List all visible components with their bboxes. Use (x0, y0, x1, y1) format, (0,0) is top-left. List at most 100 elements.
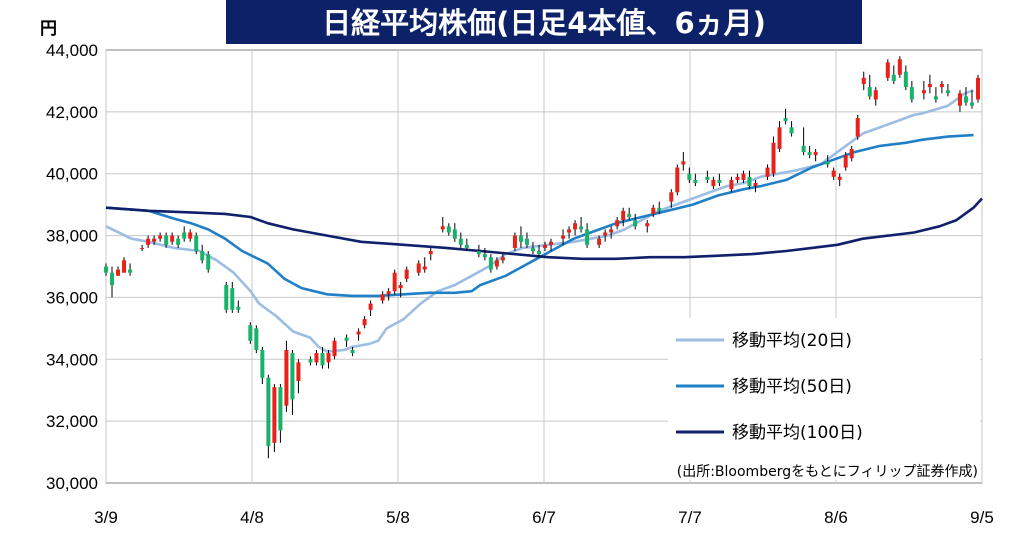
candle (597, 235, 602, 248)
candle (627, 207, 632, 221)
candle (464, 238, 469, 252)
ma-line-ma50 (105, 133, 974, 298)
candle (633, 213, 638, 230)
x-tick-label: 3/9 (94, 508, 118, 527)
candle (747, 170, 752, 190)
candle (458, 232, 463, 248)
candle (140, 244, 145, 252)
candle (350, 346, 355, 357)
candle (128, 263, 133, 276)
x-tick-label: 4/8 (240, 508, 264, 527)
candle (741, 170, 746, 183)
candle (669, 189, 674, 208)
candle (152, 235, 157, 245)
candle (849, 145, 854, 162)
x-tick-label: 8/6 (824, 508, 848, 527)
candle (561, 229, 566, 245)
candle (567, 226, 572, 239)
candle (963, 87, 968, 106)
candle (777, 121, 782, 153)
candle (921, 80, 926, 100)
candle (146, 235, 151, 248)
candle (332, 337, 337, 360)
candle (452, 223, 457, 242)
y-tick-label: 40,000 (46, 165, 98, 184)
candle (104, 263, 108, 276)
candle (368, 300, 373, 316)
candle (206, 251, 211, 273)
candle (585, 223, 590, 248)
candle (122, 257, 127, 273)
candle (536, 244, 541, 258)
candle (855, 114, 860, 140)
candle (224, 281, 229, 313)
candlesticks (104, 56, 980, 459)
candle (837, 173, 842, 187)
candle (645, 220, 650, 233)
candle (308, 356, 313, 366)
candle (428, 247, 433, 261)
candle (392, 269, 397, 295)
candle (260, 346, 265, 385)
candle (681, 152, 686, 171)
candle (903, 65, 908, 91)
candle (543, 241, 548, 252)
candle (579, 217, 584, 233)
candle (290, 350, 295, 415)
candle (164, 232, 169, 248)
candle (326, 350, 331, 369)
legend-label-ma20: 移動平均(20日) (732, 331, 852, 351)
candle (735, 173, 740, 183)
candle (765, 164, 770, 180)
candle (753, 179, 758, 193)
candle (771, 136, 776, 177)
chart-title: 日経平均株価(日足4本値、6ヵ月) (322, 6, 766, 40)
candle (194, 232, 199, 255)
candle (230, 281, 235, 313)
candle (825, 155, 830, 168)
candle (404, 266, 409, 282)
candle (494, 257, 499, 270)
candle (200, 244, 205, 264)
candle (807, 145, 812, 159)
ma-line-ma100 (105, 197, 983, 261)
candle (621, 207, 626, 227)
candle (885, 59, 890, 81)
candle (278, 384, 283, 443)
candle (729, 176, 734, 193)
candle (615, 217, 620, 230)
candle (783, 108, 788, 125)
candle (500, 254, 505, 264)
candle (362, 315, 367, 329)
candle (296, 359, 301, 394)
source-note: (出所:Bloombergをもとにフィリップ証券作成) (677, 464, 978, 480)
y-tick-label: 30,000 (46, 474, 98, 493)
candle (386, 288, 391, 301)
candle (524, 232, 529, 248)
x-tick-label: 6/7 (532, 508, 556, 527)
legend-label-ma100: 移動平均(100日) (732, 423, 863, 443)
candle (867, 74, 872, 100)
legend-background (668, 318, 980, 480)
candle (530, 241, 535, 255)
candle (873, 87, 878, 106)
candle (236, 300, 241, 313)
candle (248, 322, 253, 344)
candle (158, 232, 163, 242)
candle (320, 346, 325, 369)
candle (711, 176, 716, 190)
y-tick-label: 36,000 (46, 288, 98, 307)
candle (933, 87, 938, 103)
candle (512, 232, 517, 252)
candle (801, 127, 806, 156)
legend: 移動平均(20日) 移動平均(50日) 移動平均(100日) (676, 331, 863, 443)
candle (170, 232, 175, 245)
x-tick-label: 9/5 (970, 508, 994, 527)
x-tick-label: 7/7 (678, 508, 702, 527)
candle (446, 223, 451, 236)
candle (603, 229, 608, 242)
candle (675, 164, 680, 196)
candle (939, 80, 944, 94)
candle (422, 257, 427, 273)
candle (705, 170, 710, 183)
